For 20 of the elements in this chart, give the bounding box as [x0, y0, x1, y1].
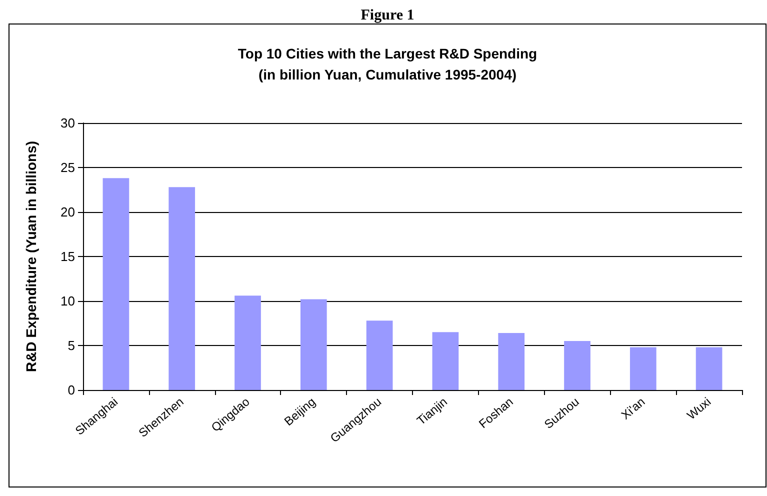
y-tick-label: 0 [68, 382, 75, 398]
bar [168, 187, 196, 390]
bar [300, 299, 327, 390]
bar [564, 341, 590, 390]
bar [498, 333, 525, 390]
bar [102, 178, 130, 390]
bar [630, 347, 656, 390]
y-tick-label: 30 [60, 116, 75, 130]
caption: Figure 1 [360, 8, 414, 24]
bar [366, 320, 393, 390]
y-tick-label: 25 [60, 160, 75, 175]
bar [696, 347, 722, 390]
y-tick-label: 20 [60, 204, 75, 220]
y-tick-label: 10 [60, 294, 75, 308]
y-tick-label: 5 [68, 338, 75, 353]
bar [432, 332, 459, 390]
y-axis-title: R&D Expenditure (Yuan in billions) [23, 140, 39, 372]
y-tick-label: 15 [60, 249, 75, 264]
chart-title: Top 10 Cities with the Largest R&D Spending (in billion Yuan, Cumulative 1995-2004) [238, 46, 538, 82]
bar [234, 296, 261, 390]
